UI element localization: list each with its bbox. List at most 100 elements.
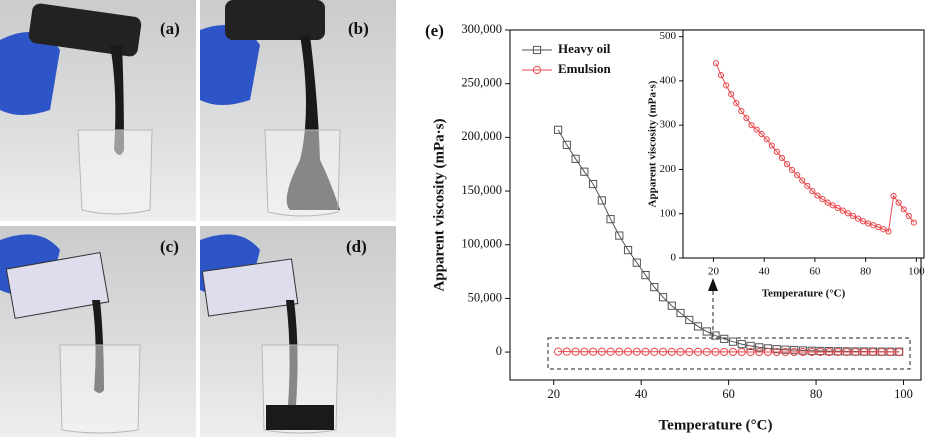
photo-panels: (a) (b) (c) (d) [0,0,396,437]
y-tick-label: 150,000 [461,183,502,197]
y-tick-label: 200,000 [461,129,502,143]
data-point [676,308,685,318]
y-axis-label: Apparent viscosity (mPa·s) [647,80,659,207]
data-point [781,345,790,354]
panel-label: (e) [425,21,444,40]
callout [547,278,911,370]
data-point [910,219,917,226]
data-point [868,347,878,357]
data-point [641,347,650,356]
data-point [890,192,897,200]
data-point [702,327,711,336]
data-point [755,347,764,357]
data-point [650,347,659,356]
y-tick-label: 250,000 [461,76,502,90]
data-point [571,347,580,356]
data-point [844,210,851,217]
x-tick-label: 60 [809,266,821,278]
data-point [773,148,780,155]
data-point [571,154,580,163]
data-point [824,199,831,206]
data-point [553,347,563,356]
data-point [798,347,808,357]
data-point [676,347,685,356]
data-point [851,347,860,357]
data-point [711,331,720,340]
data-point [781,347,790,357]
data-point [693,322,703,331]
legend-marker [532,45,542,55]
data-point [758,130,765,138]
data-point [799,177,806,184]
data-point [717,72,725,79]
legend-label: Heavy oil [558,41,611,56]
data-point [685,347,694,356]
data-point [814,192,821,199]
data-point [860,218,867,225]
y-axis-label: Apparent viscosity (mPa·s) [431,118,447,291]
data-point [905,212,912,220]
y-tick-label: 200 [660,163,677,175]
data-point [880,226,887,233]
data-point [728,337,738,346]
y-tick-label: 50,000 [468,290,502,304]
data-point [746,347,755,357]
data-point [580,167,589,176]
data-point [763,347,773,357]
legend-label: Emulsion [558,61,612,76]
data-point [753,126,760,133]
data-point [825,347,834,357]
data-point [667,301,676,310]
y-tick-label: 300 [660,119,677,131]
photo-d: (d) [200,226,396,437]
y-tick-label: 100 [660,207,677,219]
data-point [885,228,892,235]
x-tick-label: 40 [635,387,648,401]
data-point [763,136,770,143]
y-tick-label: 500 [660,30,677,42]
data-point [854,215,862,222]
data-point [632,258,641,267]
data-point [895,347,904,357]
data-point [733,99,740,107]
inset-chart: 0 100 200 300 400 500 20 40 60 80 100 Temperature (… [647,29,925,300]
y-tick-label: 400 [660,74,677,86]
data-point [738,107,745,115]
data-point [748,122,755,129]
data-point [641,271,650,280]
photo-a: (a) [0,0,196,221]
data-point [783,161,791,168]
y-tick-label: 0 [671,252,677,264]
data-point [615,347,624,356]
x-tick-label: 80 [860,266,872,278]
data-point [819,196,826,203]
inset-background [683,30,924,258]
photo-b: (b) [200,0,396,221]
data-point [685,315,694,325]
data-point [768,142,775,149]
y-tick-label: 0 [496,344,502,358]
data-point [900,206,907,213]
data-point [632,347,641,356]
data-point [588,347,598,356]
x-tick-label: 40 [759,266,771,278]
photo-c: (c) [0,226,196,437]
x-axis-label: Temperature (°C) [762,288,846,300]
data-point [553,125,563,134]
data-point [746,341,755,351]
data-point [650,283,659,292]
data-point [772,347,781,357]
data-point [606,347,615,356]
data-point [597,196,606,205]
data-point [623,347,633,356]
x-tick-label: 20 [708,266,720,278]
data-point [728,91,735,98]
data-point [623,245,633,255]
data-point [816,347,825,357]
data-point [860,347,869,357]
data-point [728,347,738,357]
data-point [702,347,711,356]
data-point [658,347,668,356]
